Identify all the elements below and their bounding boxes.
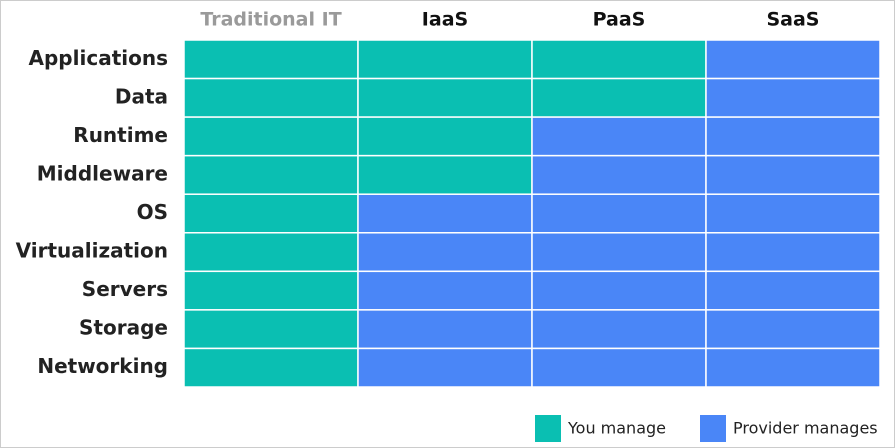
row-label: Runtime <box>73 123 168 147</box>
column-header: Traditional IT <box>200 9 341 31</box>
cell <box>357 347 533 388</box>
cell <box>531 232 707 273</box>
row-label: Data <box>115 84 168 108</box>
cell <box>705 154 881 195</box>
row-label: Storage <box>79 316 168 340</box>
legend-label: You manage <box>567 419 666 438</box>
cell <box>531 270 707 311</box>
legend-label: Provider manages <box>733 419 878 438</box>
cell <box>357 232 533 273</box>
cell <box>531 309 707 350</box>
cell <box>357 309 533 350</box>
legend-swatch <box>535 415 561 442</box>
row-label: Networking <box>37 354 168 378</box>
cell <box>705 270 881 311</box>
cell <box>705 232 881 273</box>
cell <box>531 193 707 234</box>
cell <box>183 193 359 234</box>
column-header: SaaS <box>766 9 819 31</box>
cell <box>183 77 359 118</box>
cell <box>357 77 533 118</box>
cell <box>705 39 881 80</box>
column-header: IaaS <box>422 9 468 31</box>
cell <box>183 347 359 388</box>
cell <box>357 116 533 157</box>
cell <box>705 309 881 350</box>
cell <box>357 39 533 80</box>
cell <box>531 39 707 80</box>
cell <box>183 39 359 80</box>
cell <box>705 193 881 234</box>
cell <box>183 116 359 157</box>
cell <box>705 347 881 388</box>
row-label: Servers <box>82 277 168 301</box>
cell <box>357 270 533 311</box>
cell <box>705 116 881 157</box>
row-label: OS <box>137 200 168 224</box>
cell <box>357 193 533 234</box>
row-label: Virtualization <box>16 239 168 263</box>
column-header: PaaS <box>593 9 646 31</box>
cell <box>183 154 359 195</box>
cell <box>531 77 707 118</box>
cell <box>531 347 707 388</box>
cell <box>705 77 881 118</box>
cell <box>183 232 359 273</box>
cell <box>357 154 533 195</box>
row-label: Applications <box>29 46 168 70</box>
cell <box>183 309 359 350</box>
cell <box>531 116 707 157</box>
cell <box>531 154 707 195</box>
cell <box>183 270 359 311</box>
row-label: Middleware <box>37 161 168 185</box>
legend-swatch <box>700 415 726 442</box>
